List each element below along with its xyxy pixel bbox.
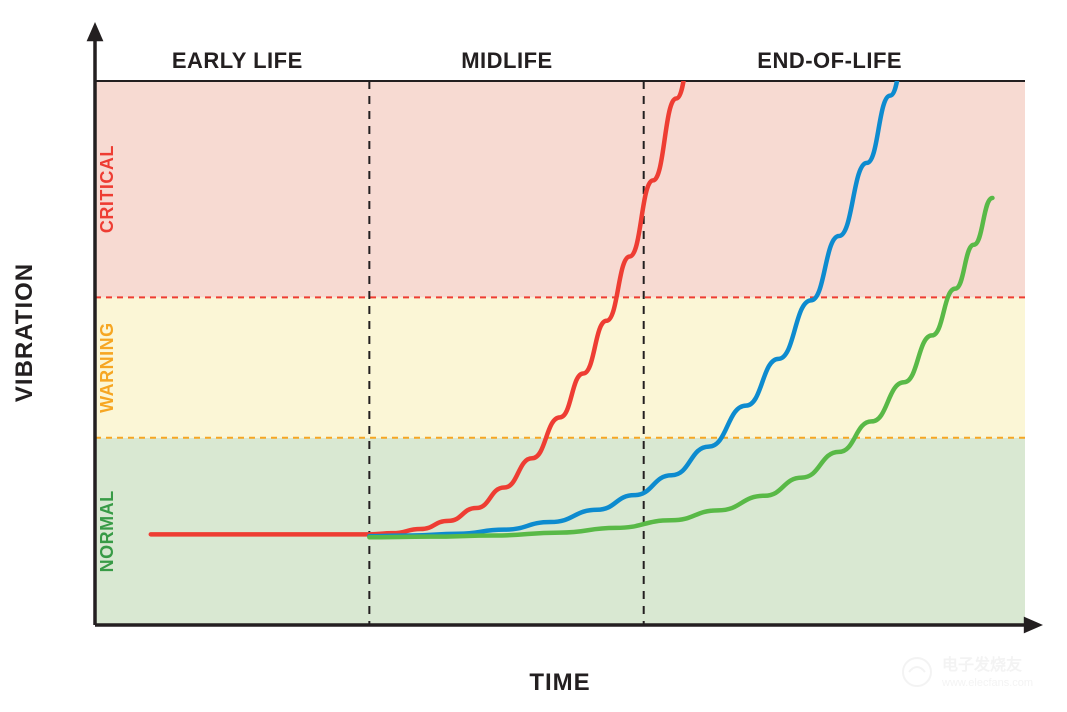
zone-label-normal: NORMAL [97,490,117,572]
phase-label-2: END-OF-LIFE [757,48,902,73]
x-axis-label: TIME [529,669,590,696]
vibration-lifecycle-chart: EARLY LIFE MIDLIFE END-OF-LIFE TIME VIBRATIO… [0,0,1067,712]
zone-label-warning: WARNING [97,322,117,413]
watermark-text: 电子发烧友 [942,655,1023,674]
watermark-sub: www.elecfans.com [941,677,1033,689]
y-axis-label: VIBRATION [11,263,38,402]
phase-label-1: MIDLIFE [461,48,553,73]
phase-label-0: EARLY LIFE [172,48,303,73]
zone-label-critical: CRITICAL [97,145,117,233]
zone-critical [95,81,1025,297]
chart-svg: EARLY LIFE MIDLIFE END-OF-LIFE TIME VIBRATIO… [0,0,1067,712]
